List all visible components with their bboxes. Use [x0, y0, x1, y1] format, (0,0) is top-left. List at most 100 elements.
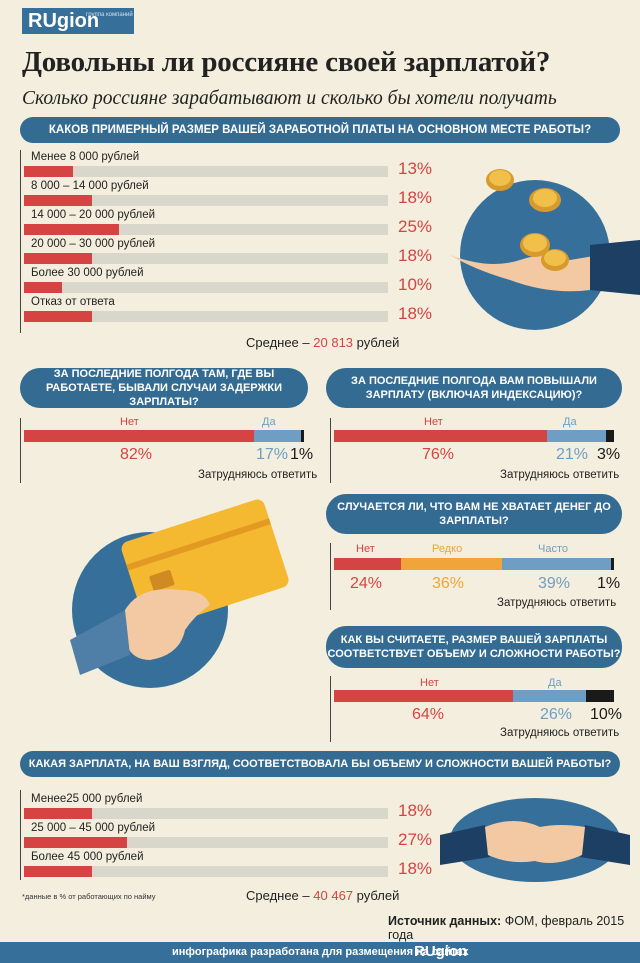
q1-average: Среднее – 20 813 рублей — [246, 335, 399, 350]
q6-bracket — [20, 790, 21, 880]
q3-no-pct: 76% — [422, 446, 455, 463]
q3-no-segment — [334, 430, 547, 442]
handshake-icon — [440, 798, 630, 882]
q3-dk-pct: 3% — [597, 446, 621, 463]
q3-no-label: Нет — [424, 416, 443, 428]
q4-bar — [334, 558, 614, 570]
q1-row-pct: 10% — [398, 275, 433, 294]
q4-question: СЛУЧАЕТСЯ ЛИ, ЧТО ВАМ НЕ ХВАТАЕТ ДЕНЕГ Д… — [326, 494, 622, 534]
q2-yes-segment — [253, 430, 302, 442]
q6-row-bar — [24, 866, 93, 877]
q6-row-label: Менее25 000 рублей — [31, 793, 143, 805]
coins-hand-icon — [450, 169, 640, 330]
q6-row-track — [24, 866, 388, 877]
q5-yes-segment — [513, 690, 586, 702]
q1-row-track — [24, 253, 388, 264]
q6-row-bar — [24, 808, 93, 819]
credit-card-hand-icon — [70, 499, 289, 688]
q6-row-pct: 18% — [398, 859, 433, 878]
q1-row-label: 8 000 – 14 000 рублей — [31, 180, 149, 192]
q2-dk-label: Затрудняюсь ответить — [198, 469, 318, 481]
footnote: *данные в % от работающих по найму — [22, 892, 156, 901]
q5-yes-label: Да — [548, 677, 562, 689]
source: Источник данных: ФОМ, февраль 2015 года — [388, 914, 640, 942]
avg-value: 20 813 — [313, 335, 354, 350]
page-title: Довольны ли россияне своей зарплатой? — [22, 46, 551, 78]
q4-rarely-segment — [401, 558, 502, 570]
q6-average: Среднее – 40 467 рублей — [246, 888, 399, 903]
q1-row-bar — [24, 311, 93, 322]
q2-no-segment — [24, 430, 254, 442]
q1-row-bar — [24, 224, 119, 235]
q1-row-bar — [24, 195, 93, 206]
q1-row-bar — [24, 282, 62, 293]
q5-bracket — [330, 676, 331, 742]
q5-no-pct: 64% — [412, 706, 445, 723]
q3-dk-label: Затрудняюсь ответить — [500, 469, 620, 481]
footer-logo: RUgion — [414, 943, 468, 960]
q1-question: КАКОВ ПРИМЕРНЫЙ РАЗМЕР ВАШЕЙ ЗАРАБОТНОЙ … — [20, 117, 620, 143]
source-label: Источник данных: — [388, 914, 502, 928]
q4-rarely-label: Редко — [432, 543, 463, 555]
q5-bar — [334, 690, 614, 702]
footer-text: инфографика разработана для размещения н… — [172, 946, 469, 958]
q1-row-label: 14 000 – 20 000 рублей — [31, 209, 156, 221]
q2-dk-segment — [301, 430, 304, 442]
q4-no-pct: 24% — [350, 575, 383, 592]
avg-value: 40 467 — [313, 888, 354, 903]
q3-dk-segment — [605, 430, 614, 442]
q2-no-label: Нет — [120, 416, 139, 428]
q1-row-track — [24, 282, 388, 293]
brand-logo: RUgion группа компаний — [22, 8, 134, 34]
q4-often-label: Часто — [538, 543, 568, 555]
q6-row-pct: 18% — [398, 801, 433, 820]
q2-bar — [24, 430, 304, 442]
q3-yes-pct: 21% — [556, 446, 589, 463]
q1-row-bar — [24, 253, 93, 264]
avg-unit: рублей — [356, 888, 400, 903]
q4-no-segment — [334, 558, 402, 570]
source-value: ФОМ, февраль 2015 года — [388, 914, 625, 942]
q1-row-pct: 13% — [398, 159, 433, 178]
q5-question: КАК ВЫ СЧИТАЕТЕ, РАЗМЕР ВАШЕЙ ЗАРПЛАТЫ С… — [326, 626, 622, 668]
q1-row-label: 20 000 – 30 000 рублей — [31, 238, 156, 250]
q4-often-pct: 39% — [538, 575, 571, 592]
q1-row-label: Более 30 000 рублей — [31, 267, 144, 279]
q6-row-pct: 27% — [398, 830, 433, 849]
q4-dk-pct: 1% — [597, 575, 621, 592]
q6-row-bar — [24, 837, 127, 848]
avg-label: Среднее – — [246, 335, 310, 350]
q5-yes-pct: 26% — [540, 706, 573, 723]
q1-row-pct: 18% — [398, 188, 433, 207]
page-subtitle: Сколько россияне зарабатывают и сколько … — [22, 88, 557, 109]
q5-dk-pct: 10% — [590, 706, 623, 723]
footer-bar: инфографика разработана для размещения н… — [0, 942, 640, 963]
q4-often-segment — [502, 558, 612, 570]
q1-row-pct: 18% — [398, 304, 433, 323]
brand-logo-tag: группа компаний — [86, 12, 133, 18]
q1-row-bar — [24, 166, 74, 177]
avg-unit: рублей — [356, 335, 400, 350]
q4-bracket — [330, 543, 331, 610]
q2-question: ЗА ПОСЛЕДНИЕ ПОЛГОДА ТАМ, ГДЕ ВЫ РАБОТАЕ… — [20, 368, 308, 408]
q4-dk-segment — [611, 558, 614, 570]
q2-yes-pct: 17% — [256, 446, 289, 463]
q4-no-label: Нет — [356, 543, 375, 555]
q1-row-track — [24, 311, 388, 322]
q3-yes-segment — [546, 430, 606, 442]
q6-row-track — [24, 808, 388, 819]
q6-row-track — [24, 837, 388, 848]
q1-row-pct: 18% — [398, 246, 433, 265]
q1-row-track — [24, 224, 388, 235]
q2-bracket — [20, 418, 21, 483]
q1-bracket — [20, 150, 21, 333]
q4-dk-label: Затрудняюсь ответить — [497, 597, 617, 609]
q1-row-track — [24, 166, 388, 177]
q2-yes-label: Да — [262, 416, 276, 428]
q4-rarely-pct: 36% — [432, 575, 465, 592]
q3-yes-label: Да — [563, 416, 577, 428]
q5-dk-label: Затрудняюсь ответить — [500, 727, 620, 739]
q1-row-label: Отказ от ответа — [31, 296, 115, 308]
q5-no-segment — [334, 690, 514, 702]
brand-logo-text: RUgion — [28, 10, 100, 32]
